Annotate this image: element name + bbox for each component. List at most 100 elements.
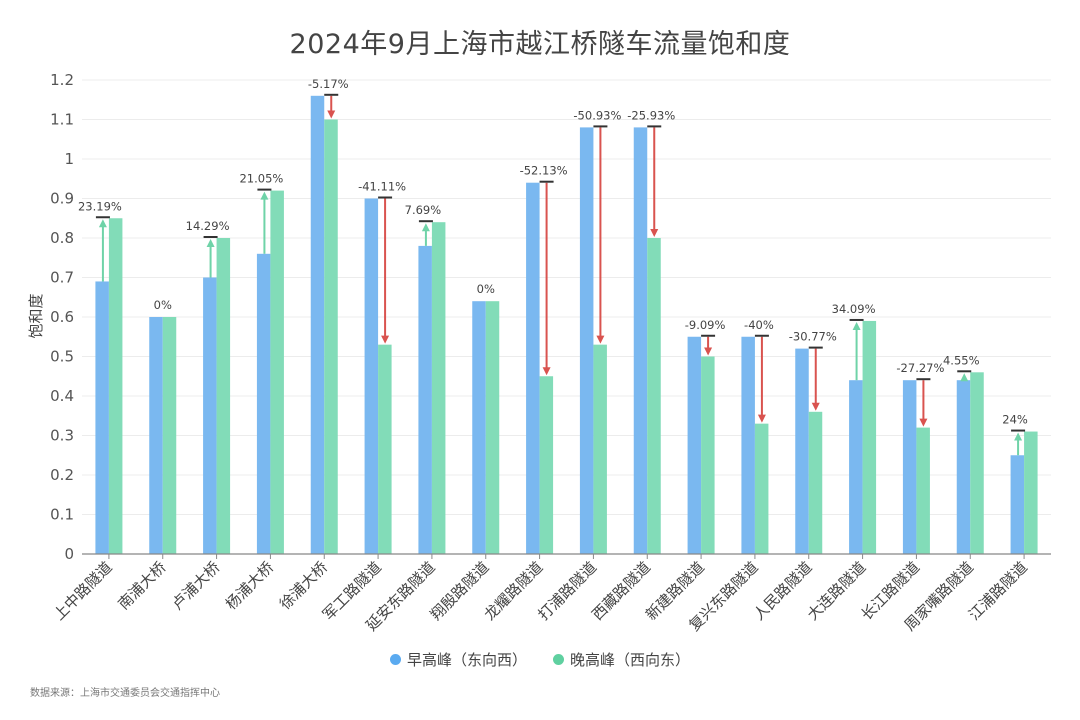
bar-evening-peak (270, 190, 284, 554)
bar-morning-peak (633, 127, 648, 555)
change-label: -41.11% (358, 180, 406, 194)
gridlines (82, 79, 1051, 515)
change-label: -27.27% (896, 361, 944, 375)
change-label: 14.29% (186, 219, 230, 233)
y-tick-label: 0.8 (50, 229, 74, 247)
arrow-up-icon (1014, 432, 1023, 441)
change-label: 34.09% (832, 302, 876, 316)
y-tick-label: 0.5 (50, 348, 74, 366)
x-tick-label: 江浦路隧道 (965, 558, 1031, 624)
arrow-down-icon (919, 418, 928, 427)
bar-morning-peak (149, 317, 163, 554)
bar-morning-peak (364, 198, 379, 554)
change-label: -5.17% (308, 77, 349, 91)
y-tick-label: 0.6 (50, 308, 74, 326)
bar-evening-peak (593, 344, 607, 554)
arrow-down-icon (327, 110, 336, 119)
y-tick-label: 0.2 (50, 466, 74, 484)
change-label: -50.93% (573, 108, 621, 122)
change-label: 23.19% (78, 199, 122, 213)
arrow-up-icon (852, 321, 861, 330)
arrow-up-icon (98, 219, 107, 228)
y-tick-label: 0.9 (50, 190, 74, 208)
arrow-down-icon (542, 367, 551, 376)
legend-item-morning-peak[interactable]: 早高峰（东向西） (389, 649, 527, 670)
bar-evening-peak (162, 317, 177, 554)
legend: 早高峰（东向西） 晚高峰（西向东） (0, 649, 1080, 670)
bar-evening-peak (539, 376, 554, 554)
y-axis-ticks: 0 0.1 0.2 0.3 0.4 0.5 0.6 0.7 0.8 0.9 1 1.1 1.2 (50, 71, 74, 563)
arrow-down-icon (650, 229, 659, 237)
legend-dot-icon (553, 654, 564, 665)
arrow-up-icon (260, 191, 269, 200)
bar-evening-peak (485, 301, 500, 554)
bars (95, 95, 1038, 555)
bar-evening-peak (701, 356, 715, 554)
x-tick-label: 杨浦大桥 (222, 558, 277, 613)
bar-morning-peak (1010, 455, 1025, 554)
bar-morning-peak (741, 336, 755, 554)
bar-evening-peak (1024, 431, 1038, 554)
y-tick-label: 1.1 (50, 111, 74, 129)
bar-evening-peak (970, 372, 984, 554)
x-tick-label: 南浦大桥 (114, 558, 169, 613)
bar-morning-peak (418, 245, 432, 554)
change-label: -25.93% (627, 108, 675, 122)
change-label: 0% (154, 298, 172, 312)
y-tick-label: 0.7 (50, 269, 74, 287)
legend-label: 晚高峰（西向东） (570, 651, 691, 669)
bar-morning-peak (579, 127, 594, 555)
y-axis-title: 饱和度 (27, 293, 45, 338)
bar-evening-peak (647, 238, 661, 554)
y-tick-label: 1.2 (50, 71, 74, 89)
x-tick-label: 上中路隧道 (50, 558, 116, 624)
data-labels: 23.19% 0% 14.29% 21.05% -5.17% -41.11% 7.69% 0%… (78, 77, 1028, 427)
bar-evening-peak (324, 119, 338, 554)
arrow-up-icon (960, 373, 969, 382)
chart-title: 2024年9月上海市越江桥隧车流量饱和度 (289, 29, 791, 60)
x-tick-label: 卢浦大桥 (168, 558, 223, 613)
change-label: 21.05% (239, 172, 283, 186)
bar-evening-peak (431, 222, 446, 554)
arrow-up-icon (206, 239, 215, 247)
arrow-down-icon (596, 335, 605, 344)
x-axis: 上中路隧道南浦大桥卢浦大桥杨浦大桥徐浦大桥军工路隧道延安东路隧道翔殷路隧道龙耀路… (50, 553, 1051, 634)
bar-evening-peak (754, 423, 769, 554)
bar-morning-peak (795, 348, 809, 554)
bar-evening-peak (378, 344, 392, 554)
change-label: -30.77% (789, 330, 837, 344)
change-label: -52.13% (520, 164, 568, 178)
data-source-note: 数据来源：上海市交通委员会交通指挥中心 (30, 688, 220, 699)
bar-morning-peak (902, 380, 917, 554)
bar-morning-peak (95, 281, 109, 554)
change-label: 0% (477, 282, 495, 296)
legend-dot-icon (389, 654, 401, 665)
arrow-down-icon (704, 347, 713, 356)
bar-morning-peak (472, 301, 486, 554)
bar-morning-peak (256, 253, 271, 555)
y-tick-label: 1 (64, 150, 74, 168)
legend-item-evening-peak[interactable]: 晚高峰（西向东） (553, 649, 690, 670)
change-label: 7.69% (405, 203, 442, 217)
change-label: 4.55% (943, 353, 980, 367)
change-arrows (95, 93, 1026, 456)
bar-evening-peak (216, 238, 231, 554)
arrow-down-icon (811, 402, 820, 411)
y-tick-label: 0.1 (50, 506, 74, 524)
bar-morning-peak (203, 277, 217, 554)
change-label: 24% (1002, 413, 1028, 427)
y-tick-label: 0.4 (50, 387, 74, 405)
bar-chart: 0 0.1 0.2 0.3 0.4 0.5 0.6 0.7 0.8 0.9 1 1.1 1.2 23.1… (27, 71, 1051, 634)
bar-morning-peak (526, 182, 540, 554)
change-label: -40% (744, 318, 774, 332)
x-tick-label: 徐浦大桥 (276, 558, 331, 613)
change-label: -9.09% (685, 318, 726, 332)
arrow-up-icon (421, 223, 430, 232)
bar-evening-peak (108, 218, 123, 554)
bar-morning-peak (310, 95, 325, 555)
bar-morning-peak (687, 336, 702, 554)
bar-evening-peak (916, 427, 930, 554)
bar-morning-peak (849, 380, 863, 554)
legend-label: 早高峰（东向西） (406, 651, 527, 669)
bar-evening-peak (808, 411, 823, 554)
